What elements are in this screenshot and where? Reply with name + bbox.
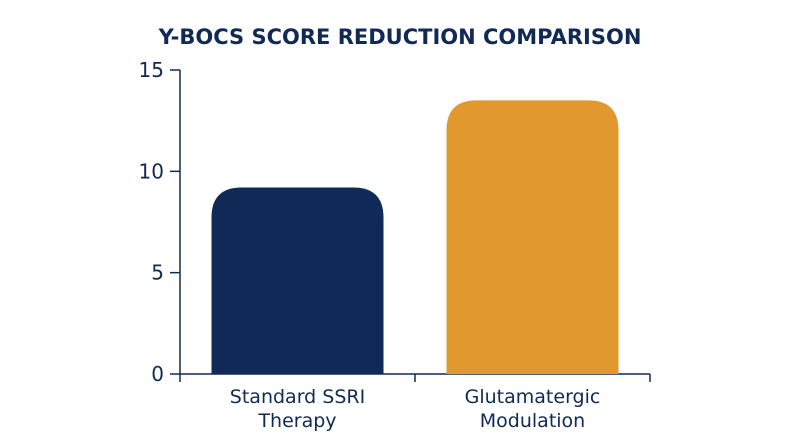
bars (211, 100, 619, 375)
y-tick-label: 5 (151, 261, 164, 285)
x-category-label: Glutamatergic (465, 386, 601, 408)
bar (211, 187, 384, 374)
bar (446, 100, 619, 375)
y-tick-label: 10 (139, 159, 164, 183)
y-tick-label: 0 (151, 362, 164, 386)
x-category-label: Therapy (257, 410, 336, 432)
chart-title: Y-BOCS SCORE REDUCTION COMPARISON (158, 25, 642, 49)
y-tick-label: 15 (139, 58, 164, 82)
x-category-label: Standard SSRI (230, 386, 365, 408)
x-category-label: Modulation (480, 410, 585, 432)
